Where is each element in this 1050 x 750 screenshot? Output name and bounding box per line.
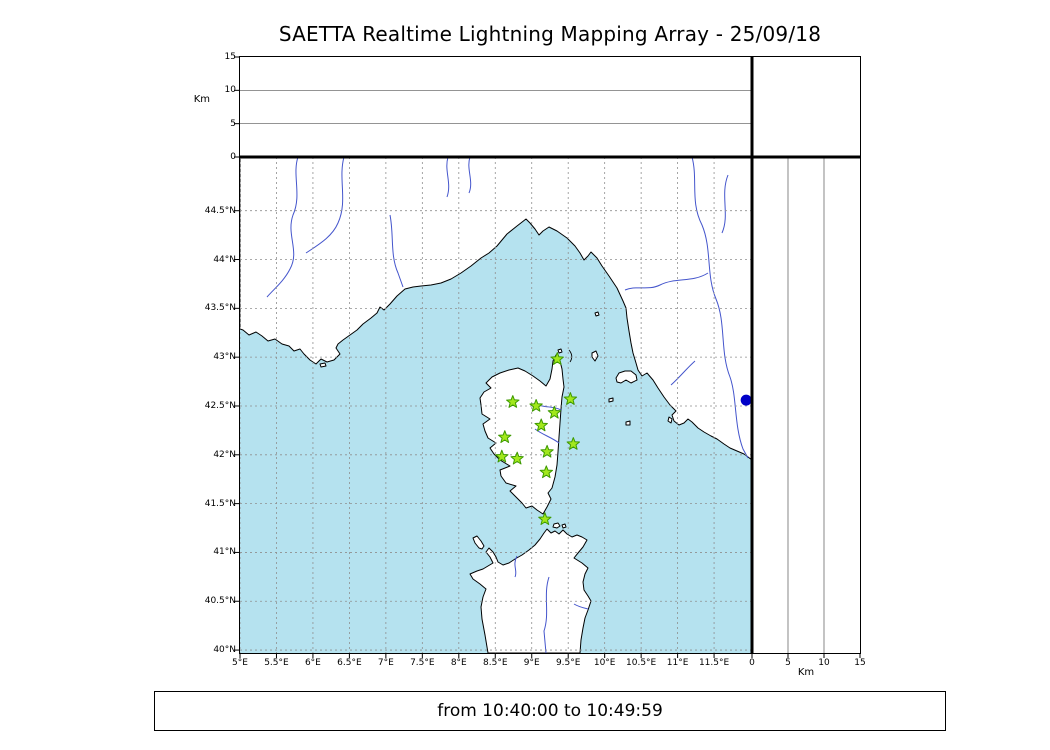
altitude-km-tick-label: 5 [785,658,791,668]
lma-station-marker [498,430,512,443]
lon-tick-label: 11.5°E [698,658,730,668]
lon-tick-label: 11°E [666,658,689,668]
lat-tick-label: 41°N [213,547,236,558]
lon-tick-label: 5.5°E [264,658,289,668]
altitude-km-tick-label: 15 [854,658,866,668]
altitude-right-plot [787,157,825,653]
time-range-box: from 10:40:00 to 10:49:59 [154,691,946,731]
lon-tick-label: 7.5°E [410,658,435,668]
lat-tick-label: 40.5°N [204,596,236,607]
lma-station-marker [547,405,561,419]
altitude-tick-label: 10 [224,85,236,96]
altitude-axis-unit-label: Km [193,94,210,105]
lma-station-marker [538,512,552,525]
altitude-tick-label: 15 [224,52,236,62]
corner-panel [751,56,861,158]
lma-station-marker [539,465,553,479]
lat-tick-label: 42°N [213,449,236,460]
altitude-vs-longitude-panel [239,56,753,158]
lma-station-marker [566,437,580,450]
lma-station-marker [534,418,548,432]
lat-tick-label: 42.5°N [204,400,236,411]
lon-tick-label: 6°E [304,658,321,668]
altitude-vs-latitude-panel [751,156,861,654]
lma-station-marker [540,444,554,458]
altitude-km-tick-label: 10 [818,658,830,668]
lat-tick-label: 41.5°N [204,498,236,509]
altitude-top-plot [240,89,752,125]
lon-tick-label: 10°E [593,658,616,668]
lon-tick-label: 8°E [450,658,467,668]
lma-station-marker [563,392,578,405]
geographic-map [240,157,752,653]
map-panel [239,156,753,654]
altitude-bottom-axis-unit-label: Km [797,667,815,678]
lma-station-marker [506,395,520,408]
lon-tick-label: 8.5°E [483,658,508,668]
altitude-tick-label: 0 [230,152,236,162]
lat-tick-label: 44.5°N [204,205,236,216]
lat-tick-label: 43°N [213,352,236,363]
altitude-km-tick-label: 0 [749,658,755,668]
lon-tick-label: 7°E [377,658,394,668]
lat-tick-label: 44°N [213,254,236,265]
lat-tick-label: 43.5°N [204,303,236,314]
time-range-text: from 10:40:00 to 10:49:59 [437,701,663,721]
lma-station-marker [529,399,543,412]
lma-station-marker [550,352,564,365]
lightning-detection-dot [740,394,752,406]
altitude-tick-label: 5 [230,118,236,129]
lon-tick-label: 6.5°E [337,658,362,668]
lat-tick-label: 40°N [213,645,236,656]
lon-tick-label: 10.5°E [626,658,657,668]
lma-station-marker [495,449,509,463]
lon-tick-label: 5°E [232,658,248,668]
lon-tick-label: 9.5°E [555,658,581,668]
figure-title: SAETTA Realtime Lightning Mapping Array … [278,22,822,46]
lma-station-marker [510,451,524,465]
lon-tick-label: 9°E [523,658,540,668]
